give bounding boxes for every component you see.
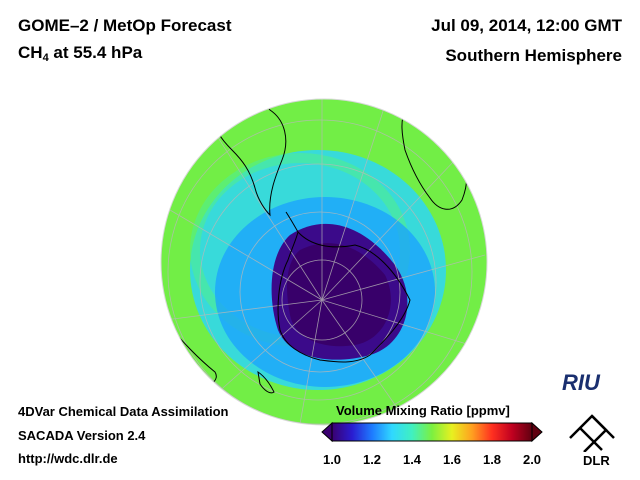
dlr-logo-text: DLR	[583, 453, 610, 468]
colorbar-tick-label: 2.0	[522, 452, 542, 467]
dlr-logo-icon	[569, 414, 615, 452]
colorbar-low-arrow	[321, 421, 333, 443]
colorbar-gradient	[331, 422, 533, 442]
colorbar-tick-label: 1.6	[442, 452, 462, 467]
species-subscript: 4	[42, 52, 49, 64]
species-level: CH4 at 55.4 hPa	[18, 43, 142, 64]
species-name: CH	[18, 43, 43, 62]
antarctic-peninsula	[285, 211, 299, 233]
forecast-datetime: Jul 09, 2014, 12:00 GMT	[431, 16, 622, 35]
colorbar-tick-label: 1.0	[322, 452, 342, 467]
footer-version: SACADA Version 2.4	[18, 428, 146, 443]
footer-method: 4DVar Chemical Data Assimilation	[18, 404, 229, 419]
polar-vortex-core	[287, 243, 391, 347]
colorbar-high-arrow	[531, 421, 543, 443]
hemisphere-label: Southern Hemisphere	[445, 46, 622, 65]
colorbar-tick-label: 1.2	[362, 452, 382, 467]
riu-logo-text: RIU	[562, 370, 600, 395]
antarctica-coast	[277, 230, 411, 363]
footer-url[interactable]: http://wdc.dlr.de	[18, 451, 118, 466]
south-america-coast	[213, 101, 287, 217]
colorbar-tick-label: 1.4	[402, 452, 422, 467]
graticule	[164, 99, 486, 425]
new-zealand-coast	[257, 370, 275, 394]
product-title: GOME–2 / MetOp Forecast	[18, 16, 232, 35]
riu-logo: RIU	[562, 370, 600, 396]
colorbar-title: Volume Mixing Ratio [ppmv]	[336, 403, 510, 418]
colorbar-tick-label: 1.8	[482, 452, 502, 467]
pressure-level: at 55.4 hPa	[48, 43, 143, 62]
colorbar	[321, 421, 543, 443]
